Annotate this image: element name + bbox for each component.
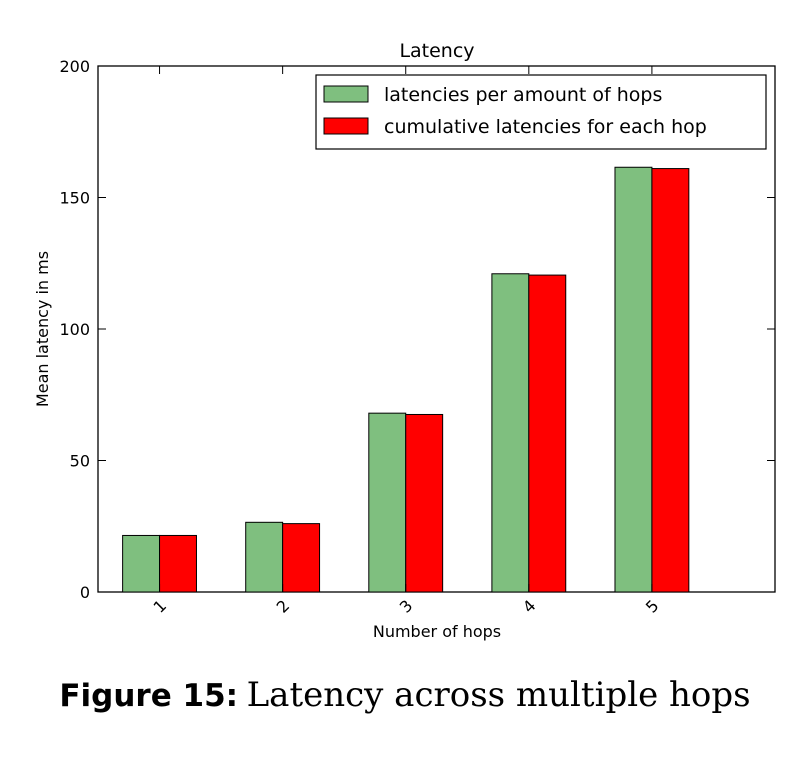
y-tick-label: 50 — [70, 452, 90, 471]
x-tick-label: 4 — [519, 596, 540, 617]
bar-series-2-hop-4 — [528, 274, 567, 593]
legend: latencies per amount of hops cumulative … — [315, 74, 767, 150]
chart: Latency 0 50 100 150 200 1 2 3 4 5 Number of hop… — [33, 40, 776, 641]
y-tick-label: 200 — [59, 57, 90, 76]
bar-series-2-hop-2 — [282, 523, 321, 593]
legend-label-series-1: latencies per amount of hops — [384, 84, 662, 106]
legend-swatch-series-2 — [323, 117, 369, 135]
legend-label-series-2: cumulative latencies for each hop — [384, 116, 707, 138]
bar-series-1-hop-2 — [245, 521, 284, 593]
bar-series-1-hop-1 — [122, 534, 161, 593]
x-axis-label: Number of hops — [373, 622, 501, 641]
x-tick-label: 3 — [396, 596, 417, 617]
bar-series-1-hop-3 — [368, 412, 407, 593]
bar-series-2-hop-1 — [159, 534, 197, 593]
caption-text: Latency across multiple hops — [246, 675, 751, 715]
legend-swatch-series-1 — [323, 85, 369, 103]
x-tick-label: 5 — [642, 596, 663, 617]
x-tick-label: 2 — [273, 596, 294, 617]
bar-series-1-hop-4 — [491, 273, 530, 593]
bar-series-2-hop-3 — [405, 413, 444, 593]
y-axis-ticks: 0 50 100 150 200 — [59, 57, 775, 602]
bar-series-1-hop-5 — [614, 166, 653, 593]
legend-box — [315, 74, 767, 150]
figure-caption: Figure 15: Latency across multiple hops — [0, 675, 810, 715]
bars-layer — [122, 166, 690, 593]
bar-series-2-hop-5 — [651, 168, 690, 593]
caption-label: Figure 15: — [59, 678, 239, 714]
y-tick-label: 150 — [59, 189, 90, 208]
y-tick-label: 0 — [80, 583, 90, 602]
chart-title: Latency — [399, 40, 474, 62]
y-tick-label: 100 — [59, 320, 90, 339]
y-axis-label: Mean latency in ms — [33, 251, 52, 407]
x-tick-label: 1 — [150, 596, 171, 617]
